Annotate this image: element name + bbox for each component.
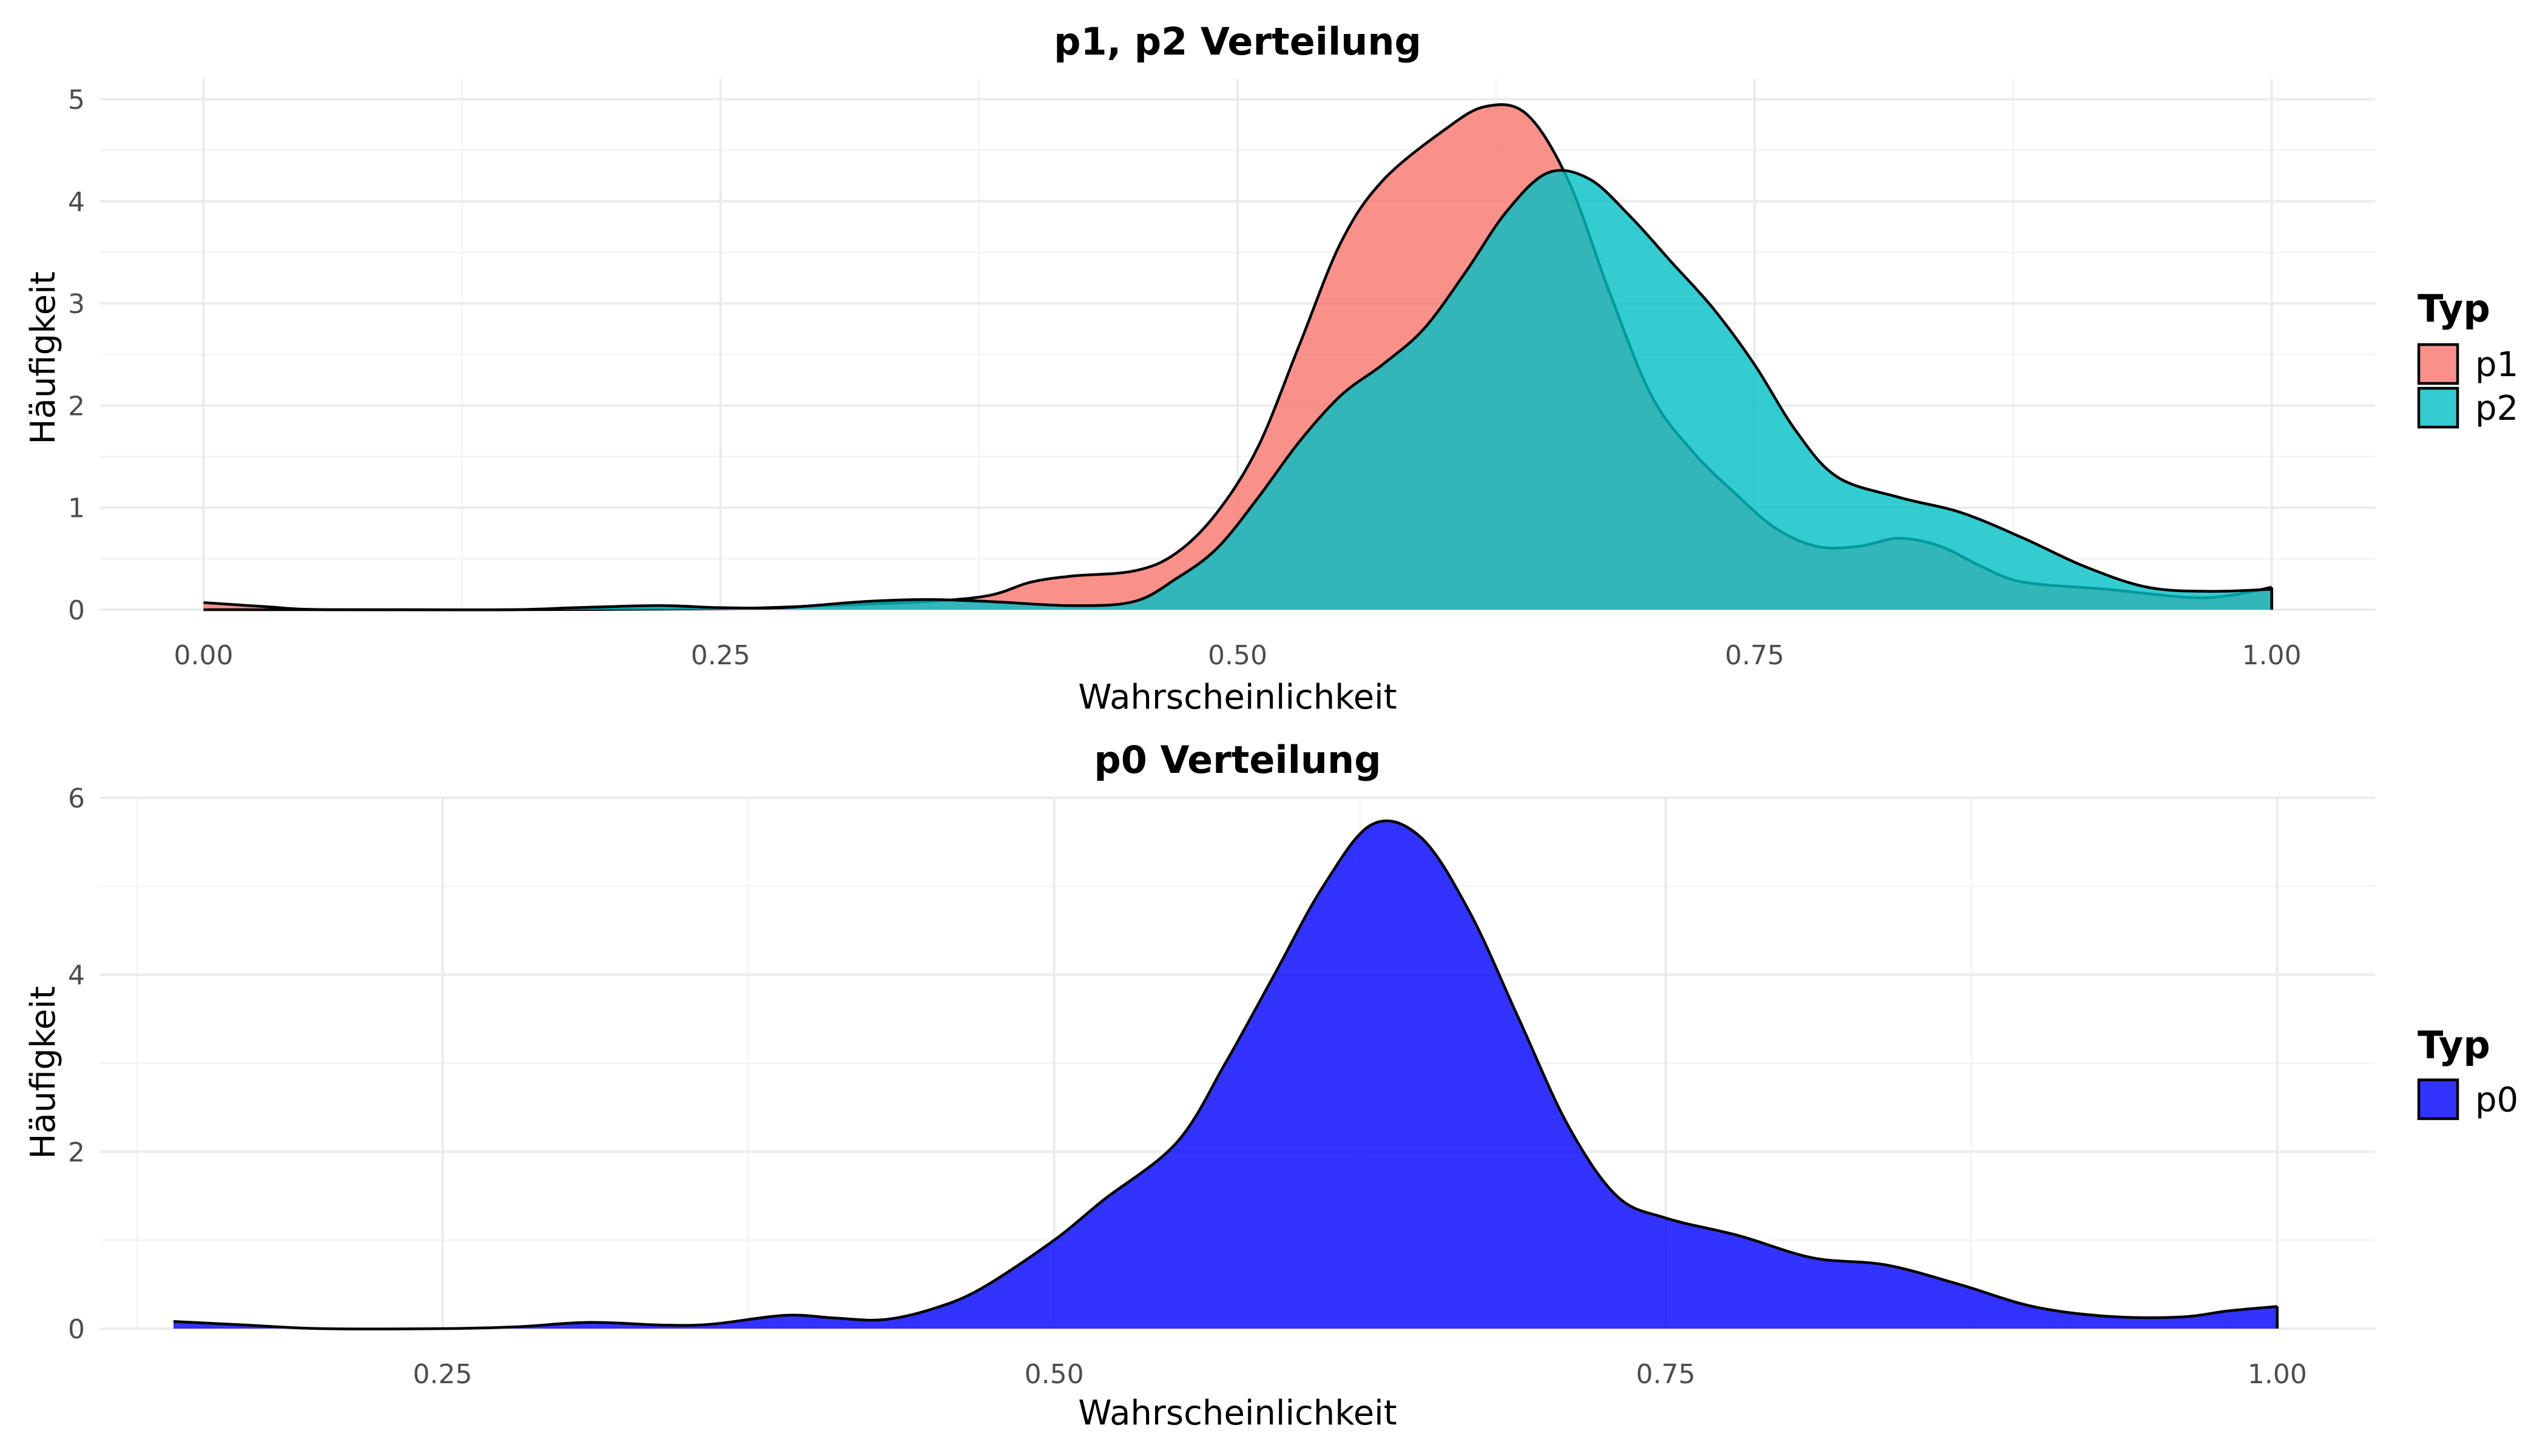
y-tick-label: 2: [68, 391, 85, 422]
x-axis-label: Wahrscheinlichkeit: [1078, 1394, 1397, 1433]
y-tick-label: 1: [68, 493, 85, 524]
panel-p0: 0.25 0.50 0.75 1.00 0 2 4 6 p0 Verteilung Wahr…: [24, 738, 2518, 1433]
legend-title: Typ: [2418, 286, 2490, 331]
chart-title: p0 Verteilung: [1094, 738, 1381, 782]
x-tick-label: 0.75: [1636, 1359, 1696, 1390]
legend-items: p0: [2417, 1078, 2518, 1121]
panel-p1-p2: 0.00 0.25 0.50 0.75 1.00 0 1 2 3 4 5 p1, p2 Verte…: [24, 19, 2518, 717]
x-tick-label: 0.25: [691, 640, 750, 671]
legend: Typ p0: [2417, 1023, 2518, 1121]
legend-key-p1: [2417, 343, 2459, 385]
x-tick-label: 0.50: [1208, 640, 1267, 671]
y-tick-labels: 0 2 4 6: [68, 783, 85, 1345]
legend-title: Typ: [2418, 1023, 2490, 1067]
density-area-p2: [203, 170, 2272, 610]
x-tick-labels: 0.25 0.50 0.75 1.00: [413, 1359, 2307, 1390]
x-axis-label: Wahrscheinlichkeit: [1078, 678, 1397, 717]
y-tick-label: 4: [68, 960, 85, 991]
legend-key-p2: [2417, 386, 2459, 429]
legend-label-p1: p1: [2475, 345, 2518, 385]
y-tick-label: 6: [68, 783, 85, 814]
density-areas: [173, 819, 2279, 1330]
x-tick-label: 0.75: [1725, 640, 1784, 671]
y-axis-label: Häufigkeit: [24, 271, 63, 444]
chart-title: p1, p2 Verteilung: [1054, 19, 1421, 64]
legend-label-p0: p0: [2475, 1080, 2518, 1120]
grid: [100, 79, 2375, 611]
y-tick-label: 3: [68, 289, 85, 320]
y-tick-label: 0: [68, 595, 85, 626]
density-area-p1: [203, 104, 2272, 610]
density-areas: [203, 103, 2273, 612]
y-axis-label: Häufigkeit: [24, 986, 63, 1159]
x-tick-label: 0.50: [1025, 1359, 1084, 1390]
x-tick-label: 0.25: [413, 1359, 473, 1390]
x-tick-label: 1.00: [2242, 640, 2302, 671]
legend-label-p2: p2: [2475, 389, 2518, 428]
y-tick-label: 5: [68, 85, 85, 116]
y-tick-label: 4: [68, 187, 85, 218]
density-area-p0: [174, 821, 2277, 1329]
x-tick-label: 1.00: [2248, 1359, 2307, 1390]
y-tick-label: 0: [68, 1314, 85, 1345]
legend-key-p0: [2417, 1078, 2459, 1121]
density-line-p0: [173, 819, 2277, 1330]
x-tick-label: 0.00: [174, 640, 233, 671]
x-tick-labels: 0.00 0.25 0.50 0.75 1.00: [174, 640, 2301, 671]
y-tick-labels: 0 1 2 3 4 5: [68, 85, 85, 626]
density-line-p2: [203, 169, 2272, 612]
y-tick-label: 2: [68, 1137, 85, 1168]
